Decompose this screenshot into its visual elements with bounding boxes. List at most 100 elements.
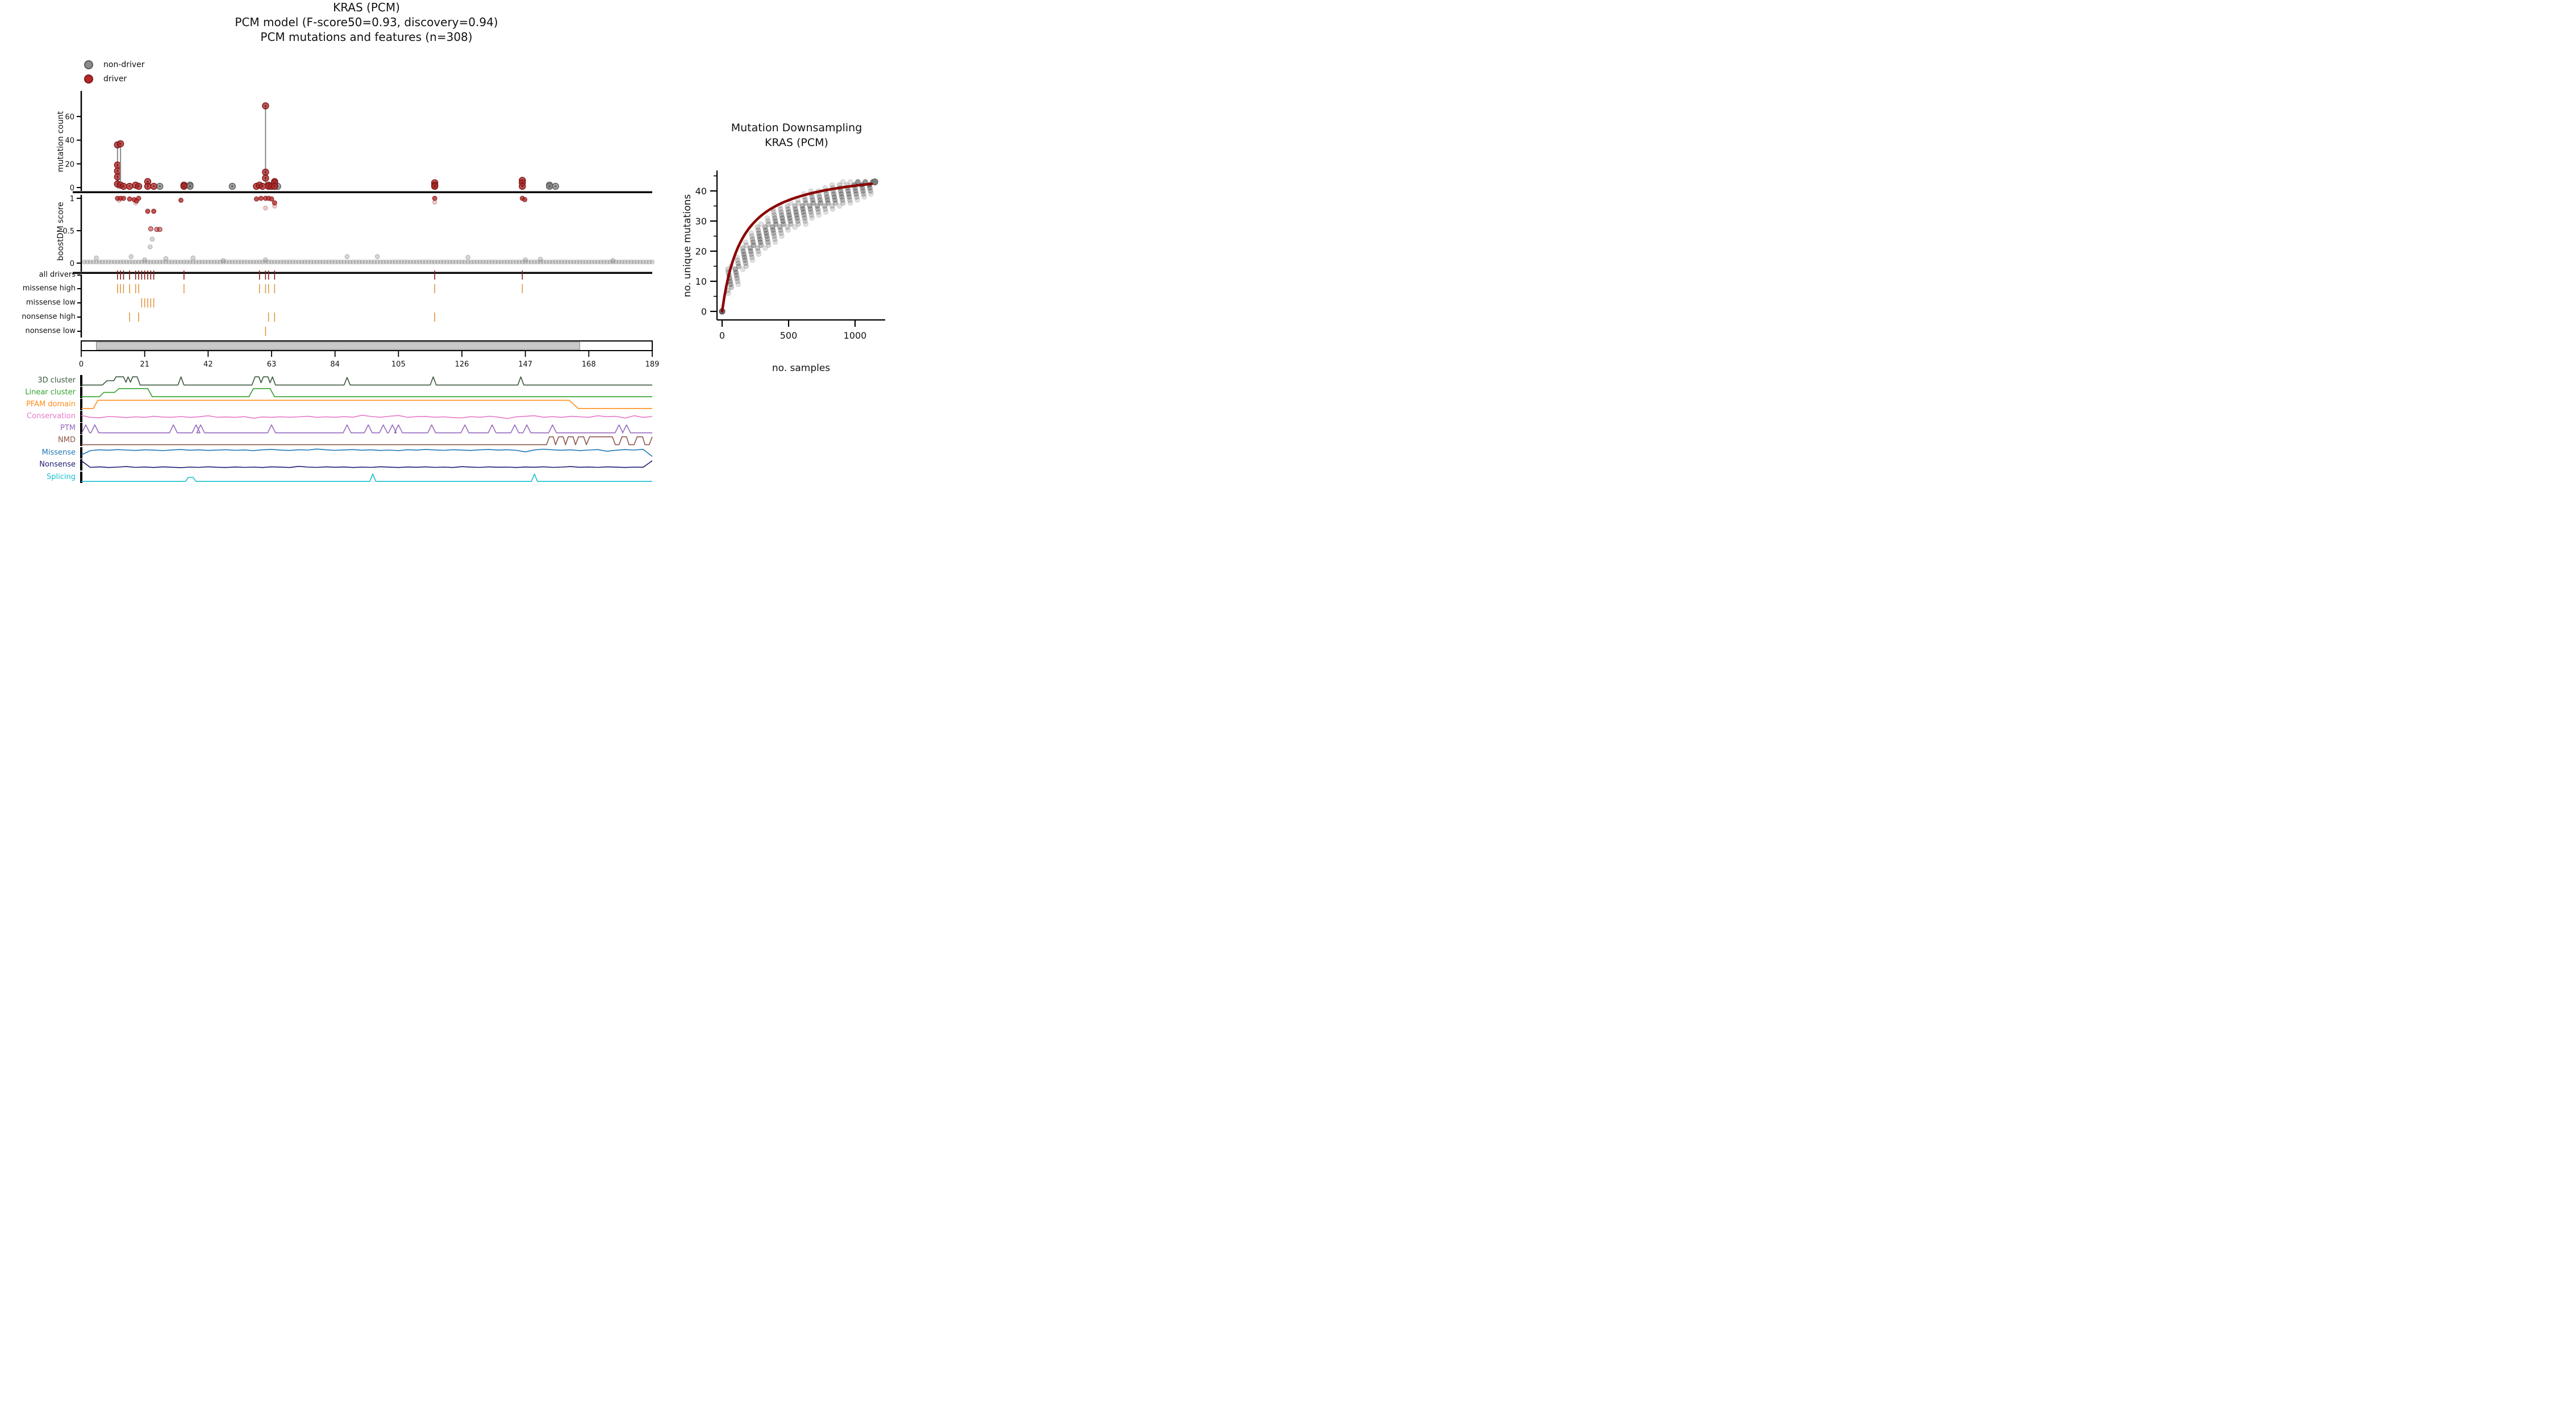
downsampling-y-tick-label: 40 [695, 186, 707, 197]
downsampling-dot [785, 224, 790, 230]
downsampling-dot [795, 200, 801, 206]
feature-line-NMD [81, 436, 653, 446]
downsampling-dot [736, 263, 742, 269]
downsampling-dot [757, 239, 764, 245]
feature-label-Conservation: Conservation [27, 412, 76, 421]
score-dot-driver [145, 209, 151, 214]
ras-domain-bar [96, 342, 580, 350]
downsampling-dot [778, 206, 783, 212]
downsampling-dot [772, 239, 778, 245]
feature-line-Splicing [81, 473, 652, 482]
downsampling-dot [763, 230, 769, 236]
downsampling-dot [748, 230, 755, 236]
track-row-label-nonsense-low: nonsense low [25, 327, 76, 335]
feature-label-Linear-cluster: Linear cluster [25, 388, 76, 397]
downsampling-dot [779, 233, 785, 239]
score-dot-non-driver [94, 255, 99, 261]
downsampling-dot [794, 215, 800, 221]
score-dot-driver [258, 195, 264, 201]
downsampling-dot [755, 248, 761, 254]
downsampling-dot [785, 206, 791, 212]
downsampling-dot [743, 263, 749, 269]
track-row-label-nonsense-high: nonsense high [22, 313, 76, 321]
downsampling-dot [757, 236, 763, 242]
downsampling-y-tick-label: 30 [695, 216, 707, 227]
downsampling-dot [740, 248, 747, 254]
score-dot-non-driver [149, 236, 155, 242]
downsampling-dot [770, 227, 776, 233]
downsampling-dot [817, 197, 823, 203]
downsampling-dot [800, 206, 806, 212]
score-dot-driver [253, 196, 259, 202]
score-dot-non-driver [147, 244, 153, 249]
downsampling-dot [831, 194, 837, 200]
downsampling-dot [807, 206, 814, 212]
downsampling-dot [762, 245, 768, 251]
downsampling-dot [855, 197, 860, 203]
score-dot-non-driver [190, 255, 196, 261]
downsampling-dot [847, 179, 853, 185]
downsampling-dot [853, 191, 859, 197]
legend: non-driver driver [84, 57, 145, 86]
downsampling-dot [751, 242, 757, 248]
downsampling-dot [787, 218, 793, 224]
downsampling-title-line-1: Mutation Downsampling [731, 122, 862, 134]
feature-label-Nonsense: Nonsense [39, 460, 76, 469]
downsampling-dot [845, 191, 852, 197]
position-tick-label: 84 [330, 360, 340, 369]
downsampling-dot [822, 206, 828, 212]
non-driver-dot-icon [84, 60, 93, 69]
downsampling-dot [802, 197, 808, 203]
downsampling-dot [801, 209, 806, 215]
downsampling-dot [794, 212, 799, 218]
score-dot-non-driver [537, 256, 543, 262]
downsampling-dot [765, 239, 771, 245]
downsampling-dot [770, 230, 777, 236]
feature-label-Missense: Missense [41, 448, 76, 457]
score-dot-driver [157, 227, 162, 232]
downsampling-dot [795, 221, 801, 227]
downsampling-dot [792, 203, 798, 209]
mutation-count-tick-label: 0 [70, 184, 74, 193]
score-dot-non-driver [142, 257, 147, 263]
downsampling-dot [728, 281, 733, 288]
score-dot-driver [127, 196, 132, 202]
downsampling-dot [734, 275, 740, 281]
downsampling-dot [743, 242, 749, 248]
boostdm-score-tick-label: 1 [70, 195, 74, 203]
downsampling-dot [799, 203, 805, 209]
downsampling-dot [786, 209, 791, 215]
downsampling-dot [733, 272, 740, 278]
downsampling-dot [735, 281, 741, 288]
downsampling-dot [735, 257, 741, 263]
boostdm-score-tick-label: 0.5 [62, 227, 74, 236]
feature-label-PFAM-domain: PFAM domain [26, 400, 76, 409]
downsampling-dot [854, 194, 860, 200]
downsampling-dot [825, 200, 831, 206]
score-dot-driver [522, 197, 528, 202]
mutation-count-tick-label: 60 [65, 113, 74, 122]
downsampling-dot [762, 224, 768, 230]
boostdm-score-tick-label: 0 [70, 260, 74, 268]
downsampling-dot [735, 278, 741, 284]
score-dot-non-driver [128, 254, 134, 259]
downsampling-x-tick-label: 1000 [844, 330, 867, 341]
position-tick-label: 42 [203, 360, 213, 369]
downsampling-x-tick-label: 0 [719, 330, 725, 341]
downsampling-dot [755, 245, 761, 251]
downsampling-dot [780, 215, 785, 221]
downsampling-dot [732, 267, 739, 272]
downsampling-dot [749, 236, 756, 242]
downsampling-dot [781, 221, 786, 227]
downsampling-dot [728, 284, 734, 290]
downsampling-dot [823, 209, 829, 215]
score-dot-driver [272, 200, 277, 206]
downsampling-dot [748, 251, 755, 257]
downsampling-dot [795, 218, 801, 224]
downsampling-dot [860, 188, 866, 194]
downsampling-dot [823, 191, 830, 197]
position-tick-label: 168 [582, 360, 596, 369]
downsampling-dot [845, 188, 851, 194]
downsampling-dot [749, 233, 755, 239]
feature-line-Linear-cluster [81, 388, 652, 398]
